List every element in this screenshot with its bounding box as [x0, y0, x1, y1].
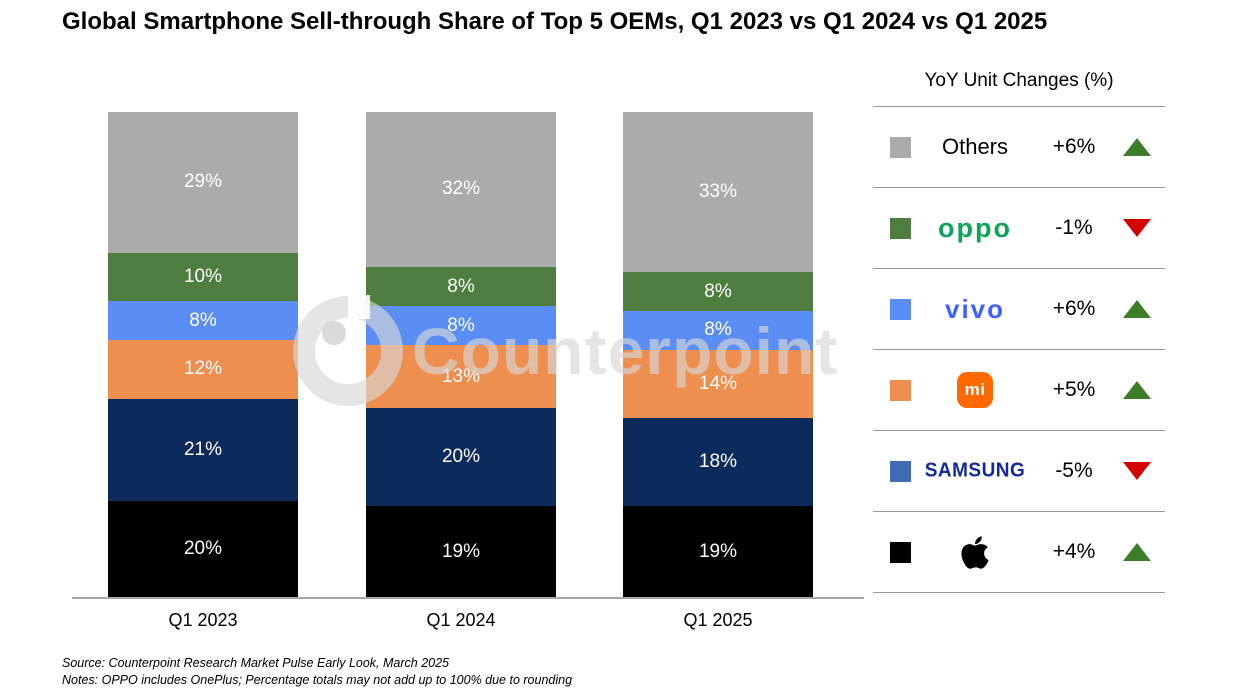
yoy-change-vivo: +6%: [1052, 297, 1096, 320]
vivo-wordmark: vivo: [944, 293, 1006, 324]
yoy-change-apple: +4%: [1052, 540, 1096, 563]
up-triangle-icon: [1123, 381, 1151, 399]
bar-q1-2024: 19% 20% 13% 8% 8% 32%: [366, 111, 556, 598]
yoy-change-oppo: -1%: [1055, 216, 1093, 239]
oppo-logo: oppo: [911, 213, 1039, 244]
segment-oppo-q1-2025: 8%: [623, 272, 813, 311]
yoy-change-samsung: -5%: [1055, 459, 1093, 482]
legend-swatch-apple: [890, 541, 911, 563]
xiaomi-logo: mi: [911, 372, 1039, 408]
segment-value-label: 13%: [441, 365, 481, 387]
xiaomi-mi-icon: mi: [957, 372, 993, 408]
segment-apple-q1-2024: 19%: [366, 505, 556, 598]
legend-row-others: Others +6%: [873, 106, 1165, 187]
segment-value-label: 19%: [698, 540, 738, 562]
legend-row-apple: +4%: [873, 511, 1165, 593]
segment-value-label: 8%: [189, 309, 217, 331]
segment-value-label: 20%: [441, 445, 481, 467]
x-axis-label-q1-2024: Q1 2024: [426, 610, 496, 630]
legend-swatch-oppo: [890, 217, 911, 239]
segment-vivo-q1-2023: 8%: [108, 301, 298, 341]
segment-value-label: 21%: [183, 438, 223, 460]
segment-value-label: 32%: [441, 178, 481, 200]
segment-others-q1-2024: 32%: [366, 111, 556, 268]
segment-value-label: 10%: [183, 265, 223, 287]
down-triangle-icon: [1123, 462, 1151, 480]
segment-apple-q1-2025: 19%: [623, 505, 813, 598]
segment-oppo-q1-2024: 8%: [366, 267, 556, 307]
segment-value-label: 20%: [183, 538, 223, 560]
segment-samsung-q1-2024: 20%: [366, 408, 556, 506]
legend-row-vivo: vivo +6%: [873, 268, 1165, 349]
yoy-change-others: +6%: [1052, 135, 1096, 158]
segment-apple-q1-2023: 20%: [108, 500, 298, 598]
up-triangle-cell: [1109, 138, 1165, 156]
oppo-wordmark: oppo: [938, 212, 1012, 243]
bar-q1-2023: 20% 21% 12% 8% 10% 29%: [108, 111, 298, 598]
segment-value-label: 8%: [447, 314, 475, 336]
source-line: Source: Counterpoint Research Market Pul…: [62, 656, 449, 670]
x-axis-line: [72, 597, 864, 599]
legend-row-xiaomi: mi +5%: [873, 349, 1165, 430]
x-axis-label-q1-2023: Q1 2023: [168, 610, 238, 630]
segment-samsung-q1-2025: 18%: [623, 418, 813, 506]
segment-value-label: 29%: [183, 171, 223, 193]
samsung-logo: SAMSUNG: [911, 459, 1039, 482]
others-logo: Others: [911, 134, 1039, 160]
legend-header: YoY Unit Changes (%): [924, 70, 1114, 91]
segment-vivo-q1-2024: 8%: [366, 306, 556, 346]
segment-value-label: 8%: [447, 275, 475, 297]
apple-logo-icon: [961, 534, 989, 571]
chart-title: Global Smartphone Sell-through Share of …: [62, 8, 1048, 35]
up-triangle-cell: [1109, 300, 1165, 318]
down-triangle-cell: [1109, 219, 1165, 237]
legend-swatch-vivo: [890, 298, 911, 320]
apple-logo: [911, 534, 1039, 571]
segment-value-label: 12%: [183, 358, 223, 380]
segment-value-label: 14%: [698, 372, 738, 394]
up-triangle-cell: [1109, 381, 1165, 399]
down-triangle-icon: [1123, 219, 1151, 237]
footer-notes: Source: Counterpoint Research Market Pul…: [62, 655, 572, 689]
samsung-wordmark: SAMSUNG: [924, 459, 1026, 482]
legend-swatch-others: [890, 136, 911, 158]
legend-swatch-xiaomi: [890, 379, 911, 401]
legend-row-samsung: SAMSUNG -5%: [873, 430, 1165, 511]
legend-rows: Others +6% oppo -1% vivo +6% mi +5% SAMSUNG -5% +4…: [873, 106, 1165, 593]
segment-value-label: 33%: [698, 180, 738, 202]
others-label: Others: [941, 134, 1009, 159]
segment-value-label: 8%: [704, 280, 732, 302]
down-triangle-cell: [1109, 462, 1165, 480]
up-triangle-icon: [1123, 138, 1151, 156]
x-axis-label-q1-2025: Q1 2025: [683, 610, 753, 630]
up-triangle-icon: [1123, 543, 1151, 561]
notes-line: Notes: OPPO includes OnePlus; Percentage…: [62, 673, 573, 687]
vivo-logo: vivo: [911, 294, 1039, 325]
segment-vivo-q1-2025: 8%: [623, 311, 813, 350]
legend-swatch-samsung: [890, 460, 911, 482]
bar-q1-2025: 19% 18% 14% 8% 8% 33%: [623, 111, 813, 598]
yoy-change-xiaomi: +5%: [1052, 378, 1096, 401]
segment-xiaomi-q1-2025: 14%: [623, 349, 813, 419]
segment-value-label: 18%: [698, 450, 738, 472]
segment-xiaomi-q1-2023: 12%: [108, 340, 298, 399]
up-triangle-cell: [1109, 543, 1165, 561]
up-triangle-icon: [1123, 300, 1151, 318]
segment-others-q1-2025: 33%: [623, 111, 813, 273]
segment-samsung-q1-2023: 21%: [108, 398, 298, 501]
segment-value-label: 19%: [441, 540, 481, 562]
segment-value-label: 8%: [704, 319, 732, 341]
segment-oppo-q1-2023: 10%: [108, 252, 298, 302]
yoy-legend: YoY Unit Changes (%) Others +6% oppo -1% viv…: [873, 70, 1165, 593]
segment-others-q1-2023: 29%: [108, 111, 298, 253]
segment-xiaomi-q1-2024: 13%: [366, 345, 556, 409]
legend-row-oppo: oppo -1%: [873, 187, 1165, 268]
